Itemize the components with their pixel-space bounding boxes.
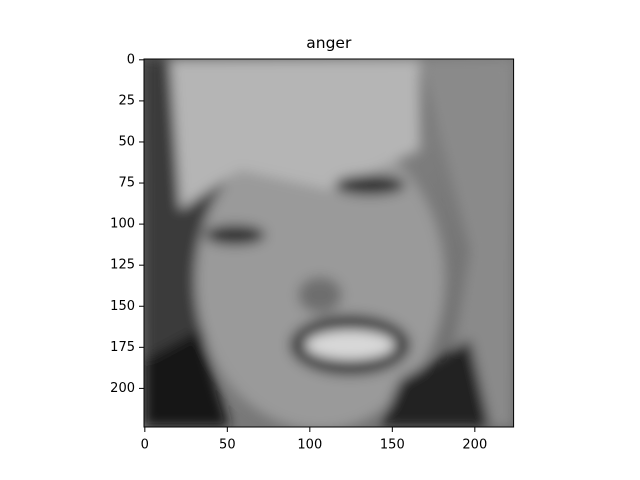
x-tick-label: 100 [297, 438, 322, 453]
chart-title: anger [306, 34, 352, 52]
y-tick-label: 200 [110, 381, 135, 396]
x-tick-label: 150 [380, 438, 405, 453]
axes-frame [143, 58, 515, 428]
x-tick-label: 50 [219, 438, 236, 453]
y-tick-label: 50 [118, 134, 135, 149]
image [144, 59, 514, 427]
y-tick-label: 125 [110, 258, 135, 273]
y-tick-label: 25 [118, 93, 135, 108]
y-tick-label: 150 [110, 299, 135, 314]
x-tick-label: 200 [462, 438, 487, 453]
y-tick-label: 0 [127, 52, 135, 67]
y-tick-label: 100 [110, 217, 135, 232]
x-tick-label: 0 [141, 438, 149, 453]
y-tick-label: 175 [110, 340, 135, 355]
y-tick-label: 75 [118, 176, 135, 191]
